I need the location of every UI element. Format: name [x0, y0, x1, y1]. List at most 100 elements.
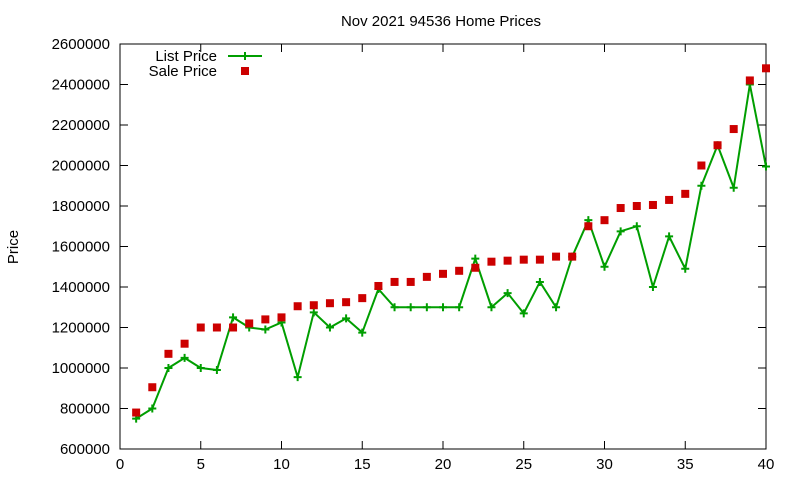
list-price-point [616, 227, 625, 236]
sale-price-point [681, 189, 690, 198]
list-price-point [503, 289, 512, 298]
sale-price-point [406, 277, 415, 286]
list-price-point [681, 264, 690, 273]
legend-label-list-price: List Price [155, 48, 217, 65]
sale-price-point [358, 294, 367, 303]
list-price-point [648, 283, 657, 291]
sale-price-point [229, 323, 238, 332]
sale-price-point [487, 257, 496, 266]
series-layer [132, 64, 770, 423]
sale-price-point [600, 216, 609, 225]
list-price-point [309, 308, 318, 317]
sale-price-point [196, 323, 205, 332]
sale-price-point [584, 222, 593, 231]
sale-price-point [245, 319, 254, 328]
list-price-point [552, 303, 561, 312]
list-price-point [455, 303, 464, 312]
y-tick-label: 1200000 [52, 320, 110, 337]
list-price-point [164, 364, 173, 372]
list-price-point [535, 277, 544, 286]
list-price-point [487, 303, 496, 312]
sale-price-point [439, 269, 447, 278]
sale-price-point [293, 302, 302, 311]
list-price-point [293, 373, 302, 382]
sale-price-point [309, 301, 318, 310]
sale-price-point [648, 200, 657, 209]
sale-price-point [697, 161, 706, 170]
list-price-point [422, 303, 431, 312]
sale-price-point [745, 76, 754, 85]
x-tick-label: 0 [116, 456, 124, 473]
sale-price-point [374, 281, 383, 290]
y-tick-label: 600000 [60, 441, 110, 458]
x-tick-label: 5 [197, 456, 205, 473]
list-price-point [729, 183, 738, 192]
x-tick-label: 20 [435, 456, 452, 473]
legend-label-sale-price: Sale Price [149, 63, 217, 80]
sale-price-point [552, 252, 561, 261]
sale-price-point [261, 315, 270, 324]
y-axis: 600000 800000 1000000 1200000 1400000 1600000… [52, 36, 766, 458]
list-price-point [212, 366, 221, 375]
y-tick-label: 1600000 [52, 239, 110, 256]
x-axis: 0 5 10 15 20 25 30 35 40 [116, 44, 775, 473]
list-price-point [519, 309, 528, 318]
x-tick-label: 15 [354, 456, 371, 473]
y-axis-label: Price [5, 230, 22, 264]
sale-price-point [390, 277, 399, 286]
sale-price-point [471, 263, 480, 272]
x-tick-label: 30 [596, 456, 613, 473]
chart-title: Nov 2021 94536 Home Prices [341, 13, 541, 30]
list-price-point [342, 314, 351, 323]
list-price-point [665, 232, 674, 241]
list-price-point [439, 303, 447, 312]
list-price-point [697, 181, 706, 190]
sale-price-point [616, 204, 625, 213]
sale-price-point [713, 141, 722, 150]
list-price-point [196, 364, 205, 372]
list-price-point [261, 325, 270, 334]
plot-border [119, 43, 767, 450]
sale-price-point [180, 339, 189, 348]
sale-price-point [212, 323, 221, 332]
list-price-point [390, 303, 399, 312]
list-price-point [229, 313, 238, 322]
list-price-point [762, 162, 770, 171]
sale-price-point [164, 349, 173, 358]
list-price-point [180, 353, 189, 362]
y-tick-label: 2200000 [52, 117, 110, 134]
y-tick-label: 2400000 [52, 77, 110, 94]
y-tick-label: 1800000 [52, 198, 110, 215]
sale-price-point [632, 202, 641, 210]
sale-price-point [568, 252, 577, 261]
sale-price-point [762, 64, 770, 73]
x-tick-label: 10 [273, 456, 290, 473]
legend-marker-list-price [241, 52, 249, 60]
sale-price-point [325, 299, 334, 308]
sale-price-point [535, 255, 544, 264]
sale-price-point [455, 266, 464, 275]
list-price-point [148, 404, 157, 413]
list-price-point [600, 262, 609, 271]
sale-price-point [729, 125, 738, 134]
x-tick-label: 35 [677, 456, 694, 473]
y-tick-label: 1000000 [52, 360, 110, 377]
sale-price-point [148, 383, 157, 392]
sale-price-point [132, 408, 141, 417]
y-tick-label: 1400000 [52, 279, 110, 296]
list-price-point [325, 323, 334, 332]
sale-price-point [519, 255, 528, 264]
y-tick-label: 2600000 [52, 36, 110, 53]
x-tick-label: 40 [758, 456, 775, 473]
list-price-point [632, 222, 641, 231]
legend: List Price Sale Price [149, 48, 262, 80]
sale-price-point [665, 195, 674, 204]
y-tick-label: 2000000 [52, 158, 110, 175]
x-tick-label: 25 [515, 456, 532, 473]
sale-price-point [342, 298, 351, 307]
y-tick-label: 800000 [60, 401, 110, 418]
list-price-point [406, 303, 415, 312]
sale-price-point [422, 272, 431, 281]
